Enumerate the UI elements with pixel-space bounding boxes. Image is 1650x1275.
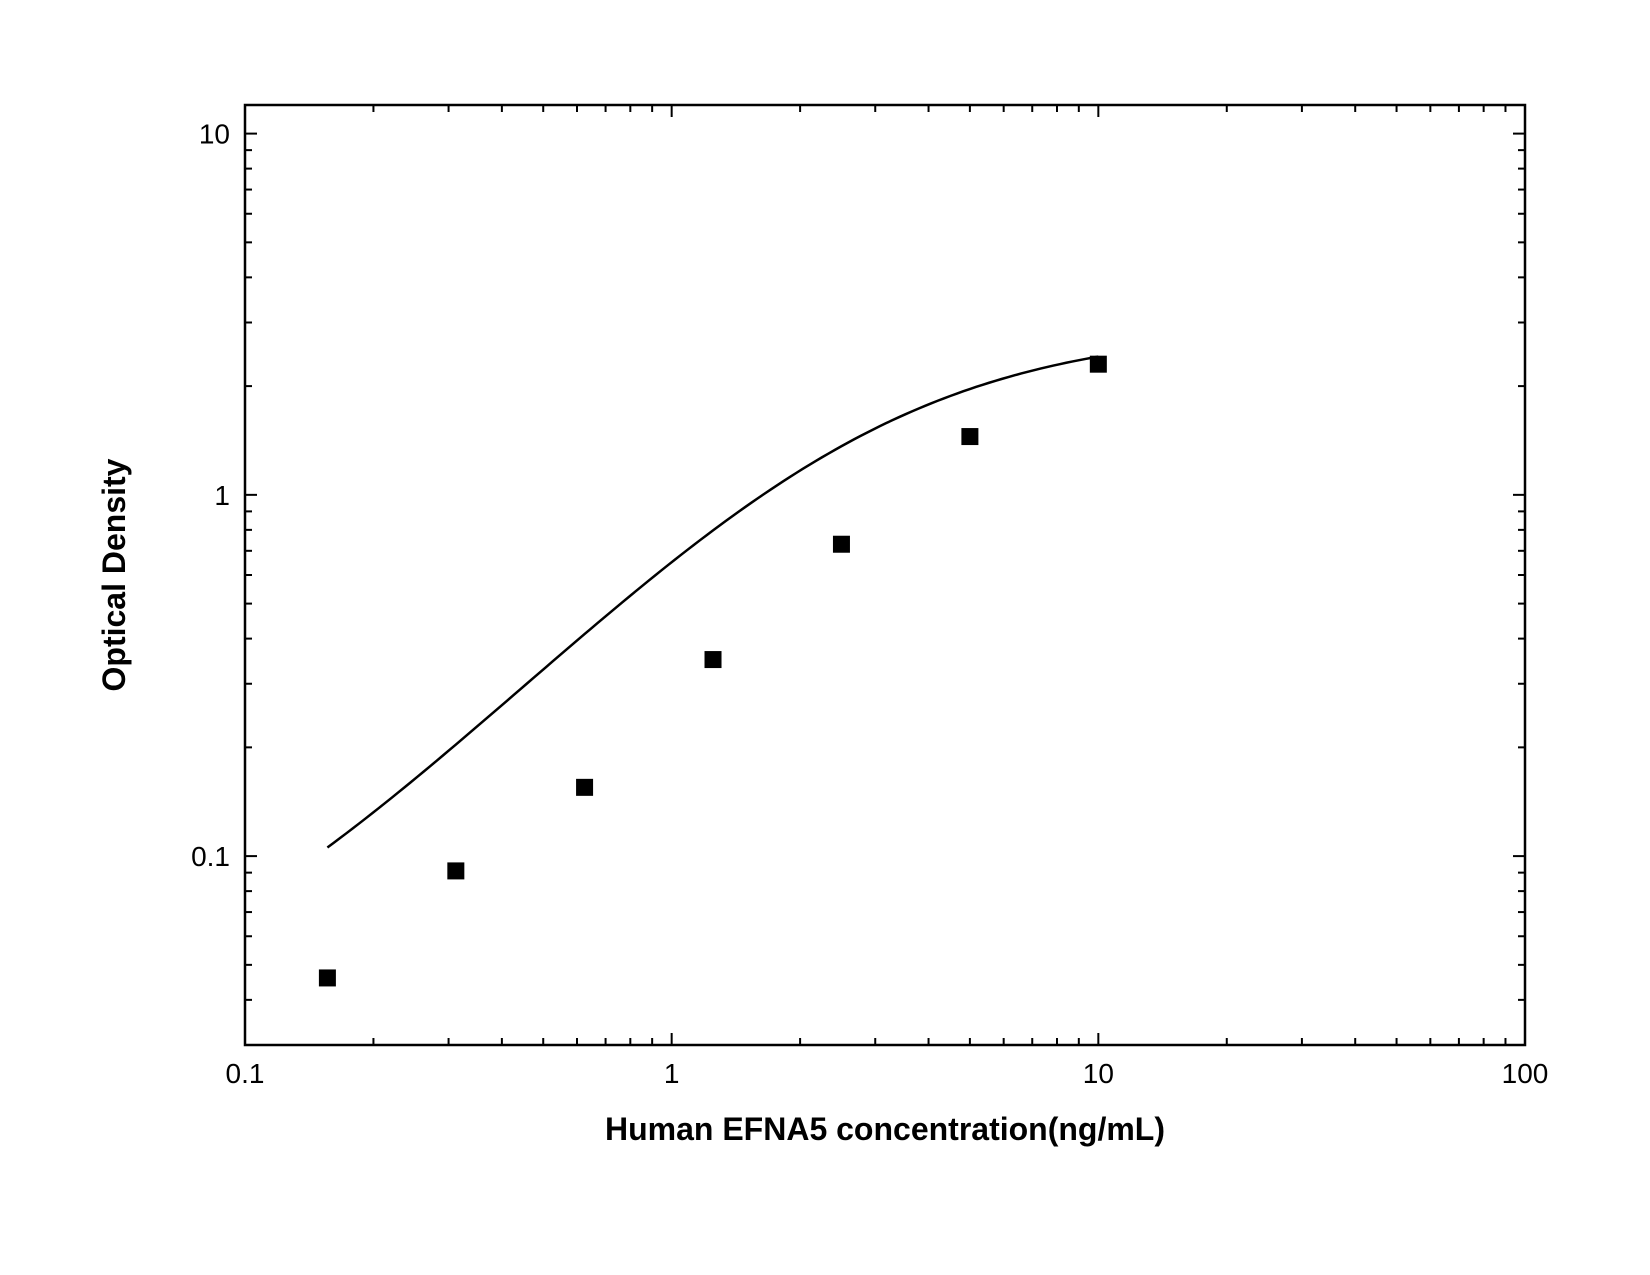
chart-container: 0.1 1 10 100 0.1 1 10 Human EFNA5 concentration…: [0, 0, 1650, 1275]
x-tick-label: 10: [1083, 1058, 1114, 1089]
data-marker: [577, 779, 593, 795]
y-tick-label: 1: [214, 480, 230, 511]
y-axis-label: Optical Density: [96, 458, 132, 691]
data-marker: [448, 863, 464, 879]
x-axis-label: Human EFNA5 concentration(ng/mL): [605, 1111, 1165, 1147]
y-tick-label: 10: [199, 119, 230, 150]
data-marker: [833, 536, 849, 552]
x-tick-label: 0.1: [226, 1058, 265, 1089]
x-tick-label: 100: [1502, 1058, 1549, 1089]
y-tick-label: 0.1: [191, 841, 230, 872]
chart-svg: 0.1 1 10 100 0.1 1 10 Human EFNA5 concentration…: [0, 0, 1650, 1275]
data-marker: [319, 970, 335, 986]
data-marker: [1090, 356, 1106, 372]
data-marker: [705, 652, 721, 668]
data-marker: [962, 429, 978, 445]
x-tick-label: 1: [664, 1058, 680, 1089]
